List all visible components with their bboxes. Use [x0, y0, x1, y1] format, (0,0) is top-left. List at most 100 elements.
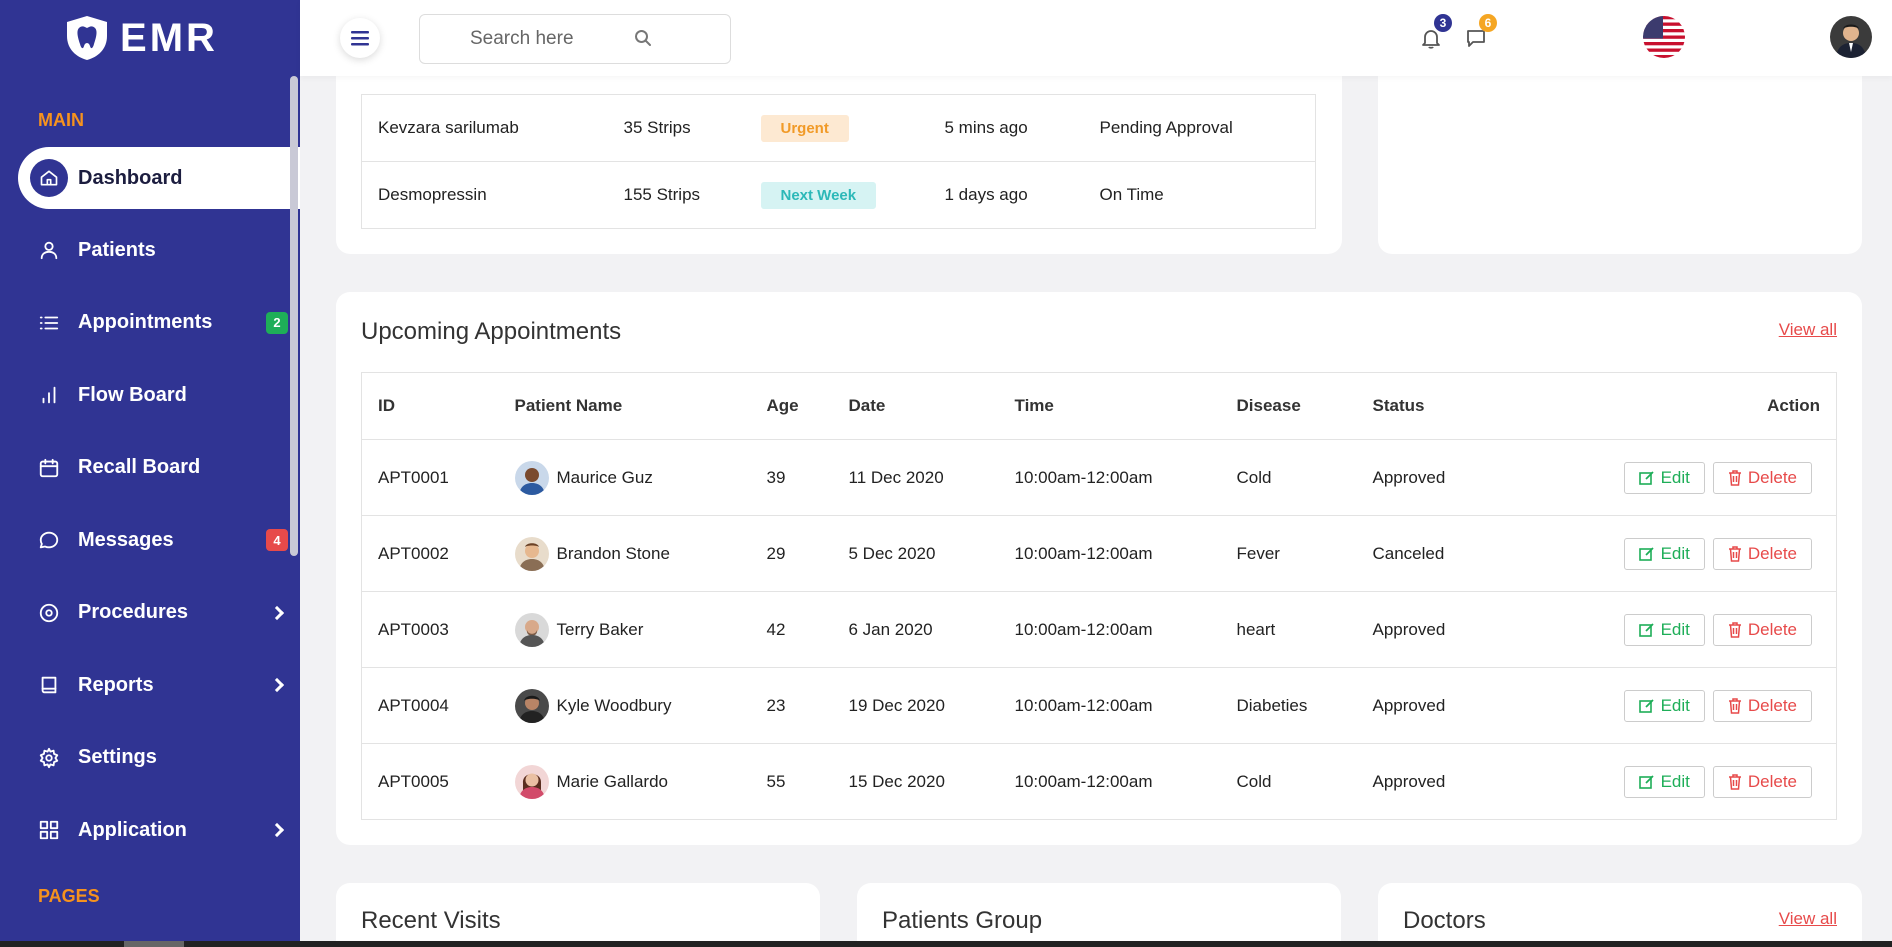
patient-avatar — [514, 460, 549, 495]
sidebar-item-messages[interactable]: Messages 4 — [0, 504, 300, 577]
sidebar-item-appointments[interactable]: Appointments 2 — [0, 287, 300, 360]
appointment-date: 15 Dec 2020 — [832, 743, 999, 820]
sidebar-scrollbar[interactable] — [290, 76, 298, 556]
table-row: Kevzara sarilumab 35 Strips Urgent 5 min… — [361, 94, 1316, 162]
home-icon — [30, 159, 68, 197]
column-header-time: Time — [1014, 396, 1054, 415]
appointment-time: 10:00am-12:00am — [998, 591, 1221, 668]
view-all-link[interactable]: View all — [1778, 909, 1837, 928]
trash-icon — [1728, 469, 1741, 486]
column-header-disease: Disease — [1236, 396, 1301, 415]
sidebar-item-label: Dashboard — [78, 166, 183, 189]
sidebar-item-label: Reports — [78, 673, 154, 696]
sidebar-item-recall-board[interactable]: Recall Board — [0, 432, 300, 505]
hamburger-icon — [351, 31, 369, 46]
edit-button[interactable]: Edit — [1623, 765, 1705, 798]
disease: heart — [1220, 591, 1357, 668]
patient-cell: Kyle Woodbury — [498, 667, 751, 744]
edit-icon — [1638, 546, 1654, 561]
appointment-date: 19 Dec 2020 — [832, 667, 999, 744]
doctors-card: Doctors View all — [1378, 883, 1862, 947]
appointment-date: 5 Dec 2020 — [832, 515, 999, 592]
medication-quantity: 35 Strips — [623, 94, 761, 162]
sidebar-item-patients[interactable]: Patients — [0, 214, 300, 287]
disease: Diabeties — [1220, 667, 1357, 744]
appointment-time: 10:00am-12:00am — [998, 439, 1221, 516]
edit-label: Edit — [1660, 543, 1690, 563]
search-icon[interactable] — [634, 29, 652, 47]
delete-label: Delete — [1747, 695, 1797, 715]
patient-cell: Terry Baker — [498, 591, 751, 668]
delete-button[interactable]: Delete — [1712, 537, 1812, 570]
sidebar-item-flow-board[interactable]: Flow Board — [0, 359, 300, 432]
edit-label: Edit — [1660, 771, 1690, 791]
sidebar-item-label: Settings — [78, 746, 157, 769]
edit-button[interactable]: Edit — [1623, 537, 1705, 570]
patient-avatar — [514, 536, 549, 571]
appointment-time: 10:00am-12:00am — [998, 743, 1221, 820]
action-cell: Edit Delete — [1556, 515, 1837, 592]
target-icon — [38, 602, 60, 624]
delete-label: Delete — [1747, 619, 1797, 639]
list-icon — [38, 312, 60, 334]
appointment-time: 10:00am-12:00am — [998, 515, 1221, 592]
sidebar-item-application[interactable]: Application — [0, 794, 300, 867]
appointment-status: Approved — [1356, 591, 1557, 668]
grid-icon — [38, 819, 60, 841]
brand-name: EMR — [120, 15, 218, 60]
patient-age: 42 — [750, 591, 833, 668]
patient-name: Marie Gallardo — [556, 771, 669, 791]
bell-icon[interactable] — [1419, 26, 1443, 50]
edit-button[interactable]: Edit — [1623, 461, 1705, 494]
delete-button[interactable]: Delete — [1712, 461, 1812, 494]
sidebar-item-label: Flow Board — [78, 383, 187, 406]
priority-cell: Urgent — [760, 94, 945, 162]
message-icon — [38, 529, 60, 551]
menu-toggle-button[interactable] — [340, 18, 380, 58]
delete-button[interactable]: Delete — [1712, 765, 1812, 798]
patient-name: Kyle Woodbury — [556, 695, 672, 715]
us-flag-icon[interactable] — [1643, 16, 1685, 58]
order-status: On Time — [1099, 161, 1316, 229]
brand-logo[interactable]: EMR — [0, 0, 300, 76]
edit-label: Edit — [1660, 467, 1690, 487]
user-avatar[interactable] — [1830, 16, 1872, 58]
search-input[interactable] — [470, 28, 670, 50]
appointment-status: Approved — [1356, 439, 1557, 516]
table-row: APT0003 Terry Baker 42 6 Jan 2020 10:00a… — [361, 591, 1837, 668]
patient-cell: Brandon Stone — [498, 515, 751, 592]
action-cell: Edit Delete — [1556, 591, 1837, 668]
edit-label: Edit — [1660, 695, 1690, 715]
sidebar-item-settings[interactable]: Settings — [0, 722, 300, 795]
appointment-id: APT0004 — [361, 667, 499, 744]
calendar-icon — [38, 457, 60, 479]
table-row: APT0001 Maurice Guz 39 11 Dec 2020 10:00… — [361, 439, 1837, 516]
edit-button[interactable]: Edit — [1623, 689, 1705, 722]
edit-button[interactable]: Edit — [1623, 613, 1705, 646]
nav-list: Dashboard Patients Appointments 2 Flow B… — [0, 147, 300, 867]
view-all-link[interactable]: View all — [1778, 320, 1837, 339]
appointment-id: APT0003 — [361, 591, 499, 668]
patient-name: Brandon Stone — [556, 543, 670, 563]
sidebar-item-label: Procedures — [78, 601, 189, 624]
trash-icon — [1728, 773, 1741, 790]
delete-button[interactable]: Delete — [1712, 613, 1812, 646]
column-header-patient: Patient Name — [514, 396, 623, 415]
table-row: Desmopressin 155 Strips Next Week 1 days… — [361, 161, 1316, 229]
patients-group-card: Patients Group — [857, 883, 1341, 947]
column-header-date: Date — [848, 396, 886, 415]
trash-icon — [1728, 545, 1741, 562]
trash-icon — [1728, 697, 1741, 714]
order-status: Pending Approval — [1099, 94, 1316, 162]
chat-icon[interactable] — [1464, 26, 1488, 50]
priority-cell: Next Week — [760, 161, 945, 229]
delete-button[interactable]: Delete — [1712, 689, 1812, 722]
sidebar-item-reports[interactable]: Reports — [0, 649, 300, 722]
window-scrollbar[interactable] — [0, 941, 1892, 947]
patient-name: Maurice Guz — [556, 467, 653, 487]
edit-label: Edit — [1660, 619, 1690, 639]
sidebar-item-procedures[interactable]: Procedures — [0, 577, 300, 650]
sidebar-item-label: Messages — [78, 528, 174, 551]
sidebar-item-label: Patients — [78, 238, 156, 261]
sidebar-item-dashboard[interactable]: Dashboard — [18, 147, 300, 209]
